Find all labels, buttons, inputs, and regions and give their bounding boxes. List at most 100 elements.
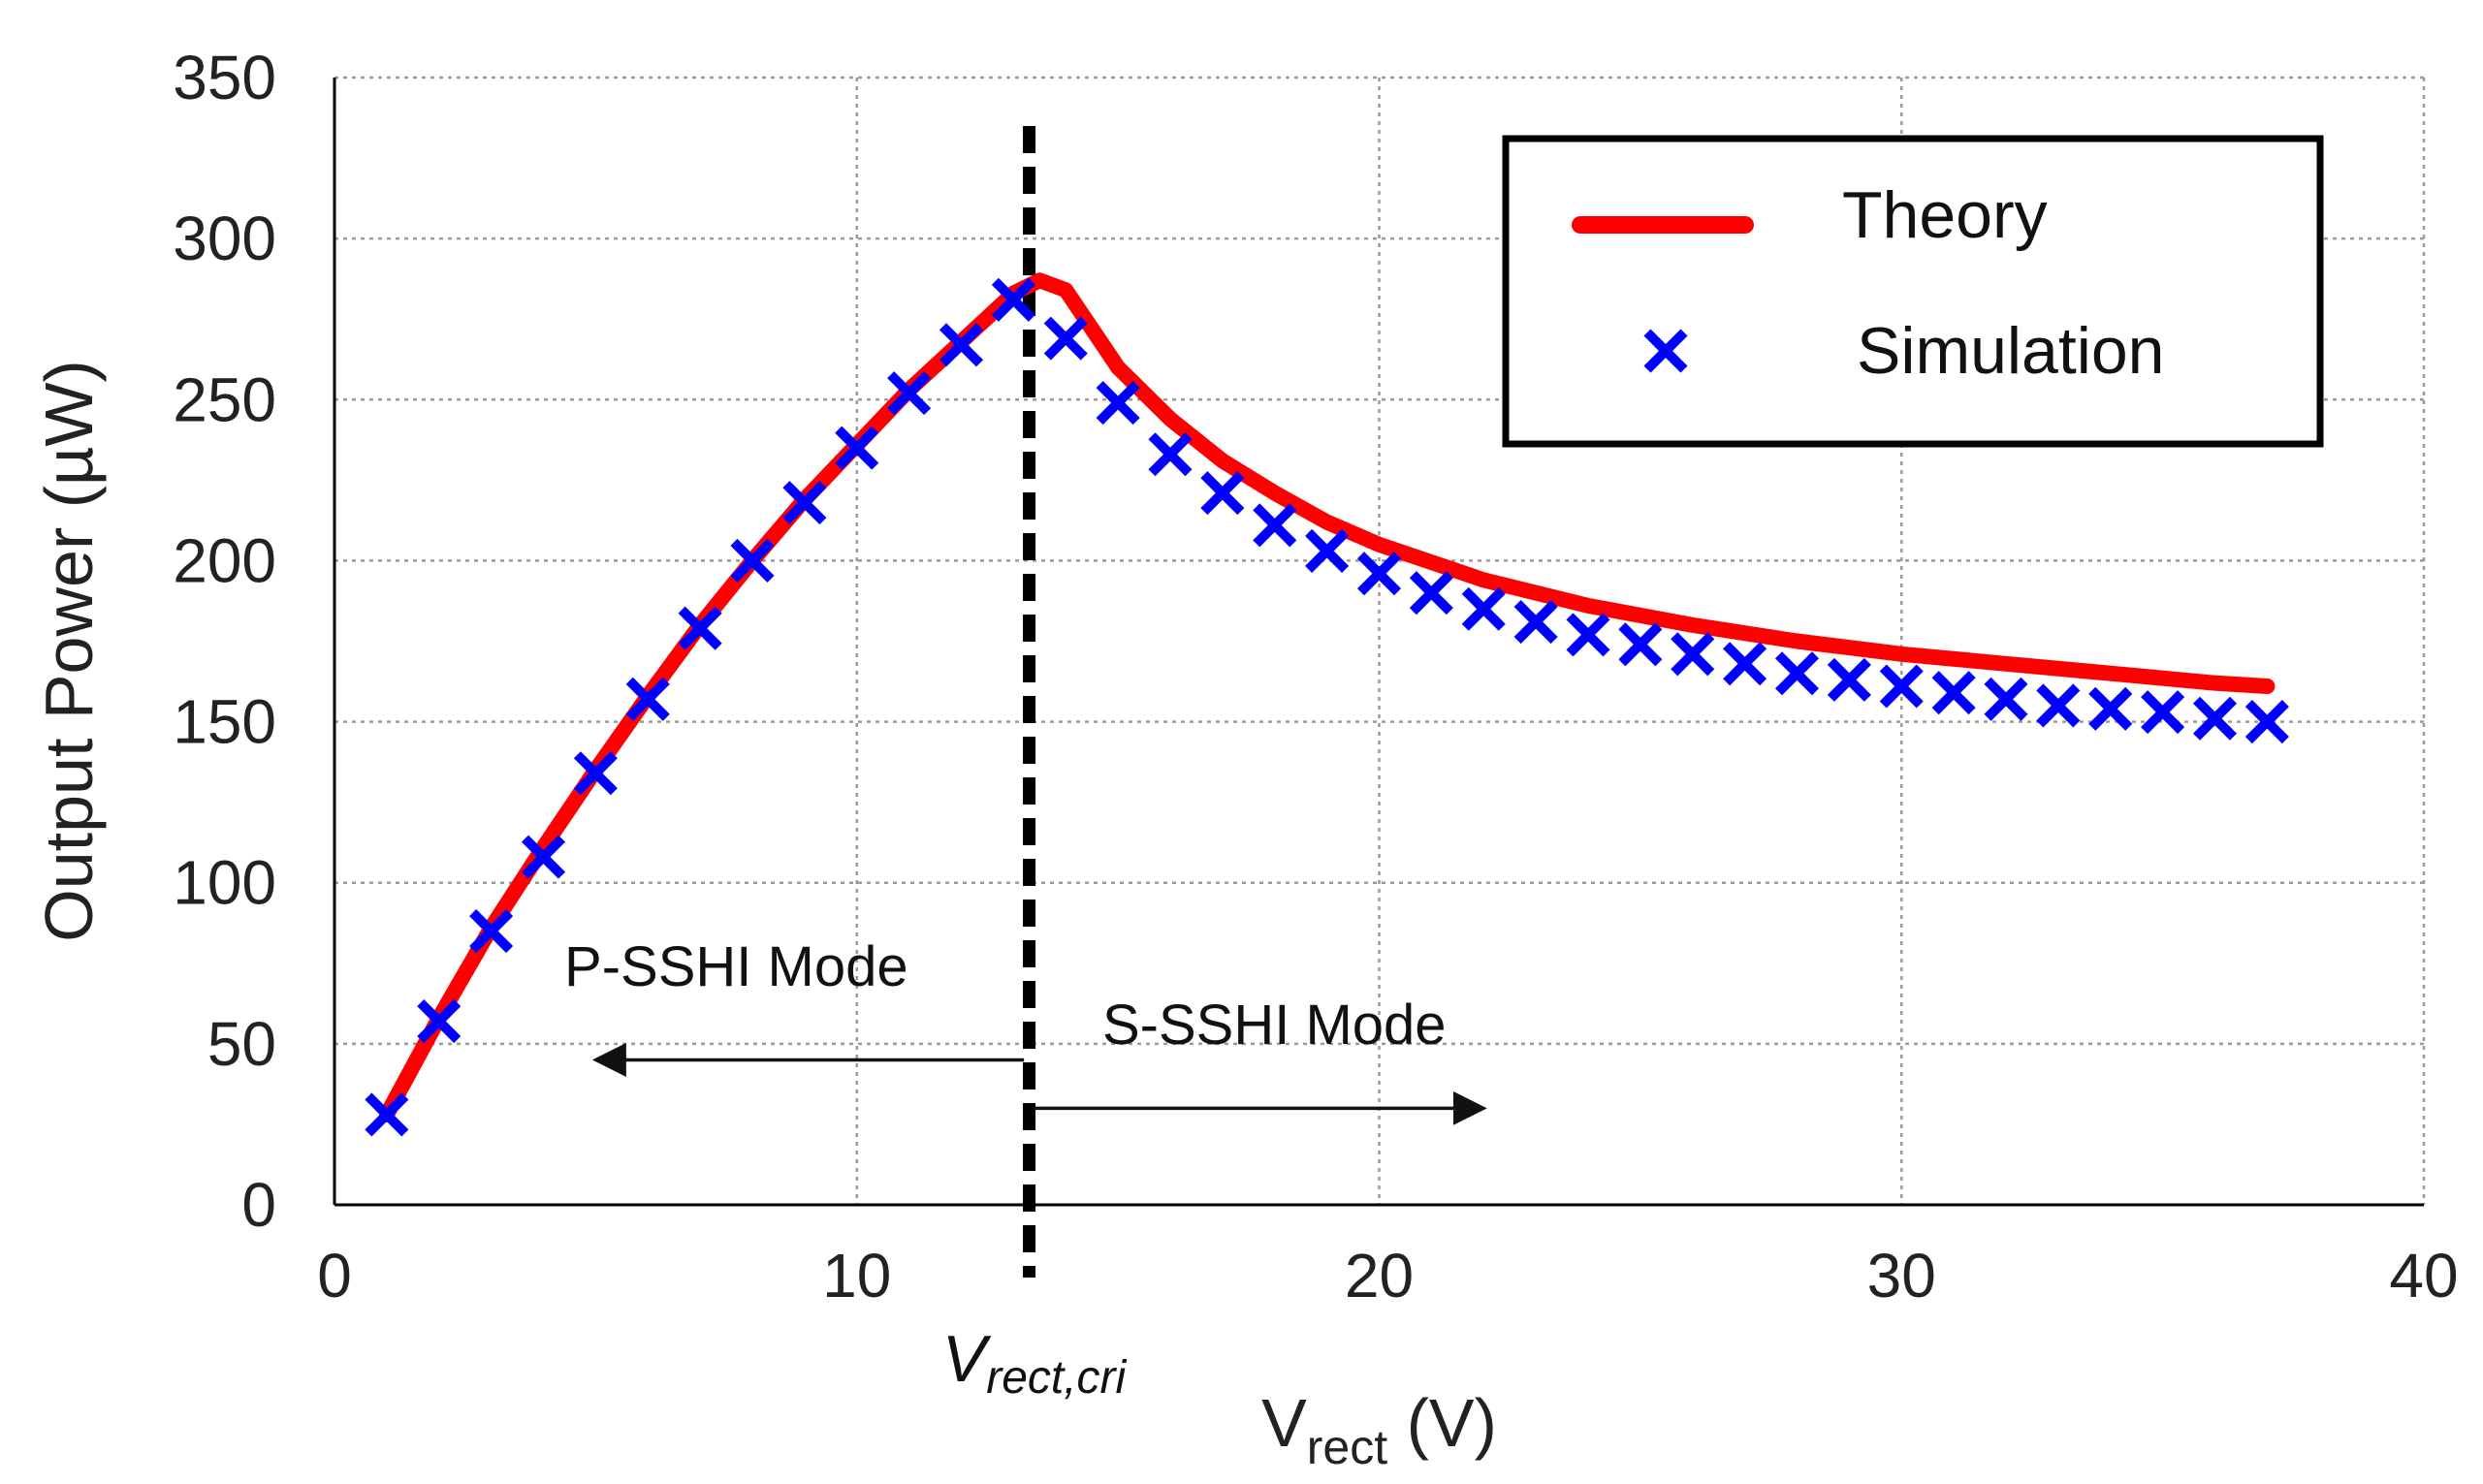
critical-label-main: V [942,1322,992,1396]
simulation-point [1827,657,1871,702]
x-axis-label: Vrect (V) [1261,1385,1497,1474]
simulation-point-stroke-b [1356,552,1402,596]
x-tick-label: 30 [1867,1241,1936,1310]
simulation-point [625,677,670,721]
simulation-point-stroke-b [1723,642,1767,686]
simulation-point [1984,677,2028,721]
critical-label-sub: rect,cri [986,1352,1127,1404]
simulation-point [1096,381,1140,426]
simulation-point-stroke-b [730,538,775,583]
y-tick-label: 50 [207,1009,276,1079]
simulation-point [1356,552,1402,596]
y-axis-label: Output Power (µW) [31,360,107,941]
y-tick-label: 100 [173,848,276,918]
simulation-point [521,835,566,879]
simulation-point-stroke-b [1827,657,1871,702]
simulation-point [1409,571,1453,616]
simulation-point-stroke-b [1513,600,1558,645]
simulation-point-stroke-b [365,1092,409,1137]
simulation-point [730,538,775,583]
critical-voltage-label: Vrect,cri [942,1322,1128,1404]
simulation-point [1618,622,1663,667]
legend-simulation-label: Simulation [1857,314,2165,388]
simulation-point [1305,528,1350,573]
y-tick-label: 200 [173,525,276,595]
simulation-point [939,323,984,367]
simulation-point [469,909,514,954]
legend: Theory Simulation [1502,135,2324,448]
simulation-point-stroke-b [1984,677,2028,721]
simulation-point-stroke-b [678,606,722,650]
annotations: Vrect,cri P-SSHI Mode S-SSHI Mode [564,126,1487,1404]
simulation-point-stroke-b [1253,503,1297,548]
simulation-point-stroke-b [2141,690,2185,735]
simulation-point-stroke-b [1774,651,1820,696]
simulation-point-stroke-b [1409,571,1453,616]
simulation-point-stroke-b [1671,632,1715,677]
simulation-point-stroke-b [1305,528,1350,573]
simulation-point [417,999,462,1044]
y-tick-label: 350 [173,43,276,112]
simulation-point-stroke-b [2036,683,2081,728]
simulation-point-stroke-b [1200,471,1245,516]
simulation-point-stroke-b [991,277,1035,322]
x-tick-label: 40 [2389,1241,2458,1310]
legend-simulation-swatch [1643,329,1688,373]
simulation-point-stroke-b [939,323,984,367]
simulation-point [2244,700,2289,744]
simulation-point [678,606,722,650]
legend-theory-label: Theory [1842,178,2048,252]
simulation-point [1671,632,1715,677]
simulation-point [573,751,618,796]
axes: 0 50 100 150 200 250 300 350 0 10 20 30 40 Output Pow… [31,43,2459,1474]
simulation-point [782,481,827,525]
simulation-point-stroke-b [625,677,670,721]
simulation-point-stroke-b [1043,316,1088,361]
simulation-point [1461,586,1506,631]
simulation-point [1774,651,1820,696]
y-tick-label: 300 [173,204,276,273]
x-tick-label: 20 [1345,1241,1414,1310]
simulation-point [991,277,1035,322]
simulation-point [365,1092,409,1137]
simulation-point [2192,696,2238,741]
p-sshi-label: P-SSHI Mode [564,935,908,998]
simulation-point-stroke-b [1566,613,1610,657]
s-sshi-label: S-SSHI Mode [1102,994,1447,1057]
simulation-point-stroke-b [1931,671,1976,715]
simulation-point [1931,671,1976,715]
series [365,272,2289,1137]
simulation-point-stroke-b [1096,381,1140,426]
simulation-point [1148,432,1193,477]
x-tick-label: 10 [822,1241,891,1310]
simulation-point-stroke-b [1879,664,1924,709]
simulation-point [1723,642,1767,686]
simulation-point [1253,503,1297,548]
simulation-point [1566,613,1610,657]
simulation-point [1513,600,1558,645]
simulation-point-stroke-b [521,835,566,879]
simulation-point-stroke-b [887,371,932,416]
x-axis-label-main: V [1261,1385,1307,1461]
simulation-point [887,371,932,416]
simulation-point [1879,664,1924,709]
simulation-point [2036,683,2081,728]
simulation-point-stroke-b [2244,700,2289,744]
legend-box [1502,135,2324,448]
simulation-point [1043,316,1088,361]
legend-simulation-swatch-b [1643,329,1688,373]
simulation-point [2141,690,2185,735]
simulation-point [2088,686,2133,731]
simulation-point-stroke-b [1618,622,1663,667]
y-tick-label: 150 [173,687,276,757]
simulation-point [835,426,879,470]
simulation-point-stroke-b [417,999,462,1044]
simulation-point-stroke-b [573,751,618,796]
simulation-point [1200,471,1245,516]
simulation-point-stroke-b [2088,686,2133,731]
x-tick-label: 0 [317,1241,352,1310]
simulation-point-stroke-b [1461,586,1506,631]
simulation-point-stroke-b [1148,432,1193,477]
